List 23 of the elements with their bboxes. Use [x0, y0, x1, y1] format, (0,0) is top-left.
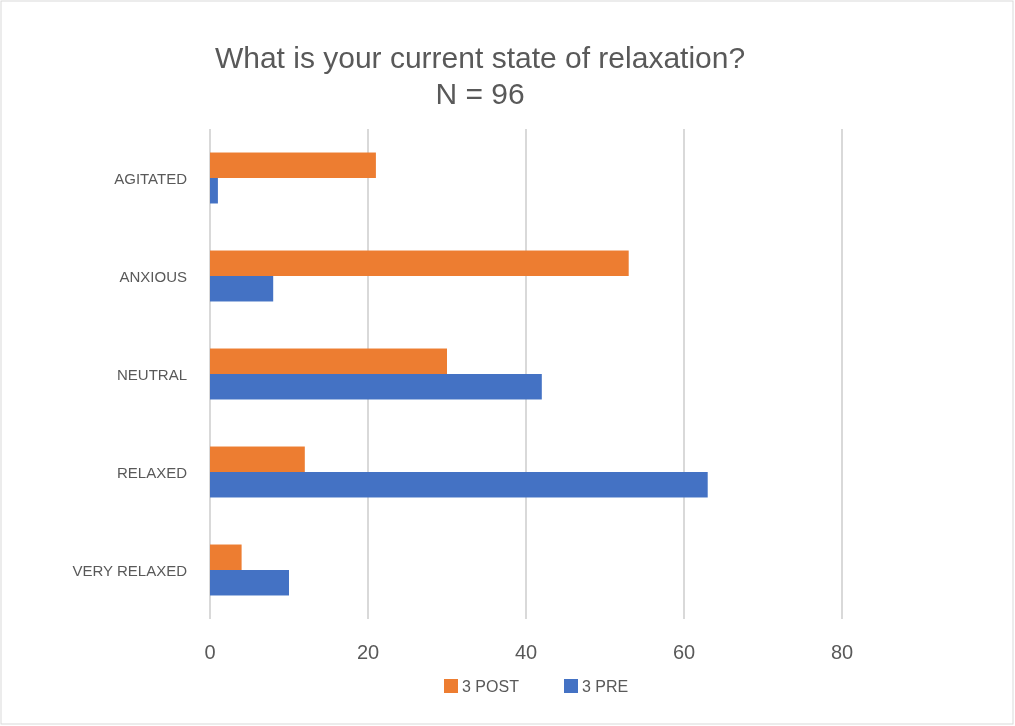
bar [210, 544, 242, 570]
bar [210, 374, 542, 400]
x-tick-label: 0 [204, 641, 216, 663]
x-tick-label: 60 [672, 641, 696, 663]
x-tick-label: 80 [830, 641, 854, 663]
bar [210, 570, 289, 596]
bar [210, 250, 629, 276]
bar [210, 276, 274, 302]
bar [210, 152, 376, 178]
bar [210, 348, 447, 374]
legend-label: 3 POST [462, 678, 520, 695]
bar [210, 178, 218, 204]
bar [210, 446, 305, 472]
legend-label: 3 PRE [582, 678, 629, 695]
y-tick-label: ANXIOUS [119, 268, 187, 285]
y-tick-label: NEUTRAL [116, 366, 187, 383]
x-tick-label: 20 [356, 641, 380, 663]
y-tick-label: RELAXED [116, 464, 188, 481]
bar [210, 472, 708, 498]
y-tick-label: AGITATED [114, 170, 188, 187]
x-tick-label: 40 [514, 641, 538, 663]
chart-title: What is your current state of relaxation? N = 96 [214, 41, 746, 110]
y-tick-label: VERY RELAXED [72, 562, 188, 579]
